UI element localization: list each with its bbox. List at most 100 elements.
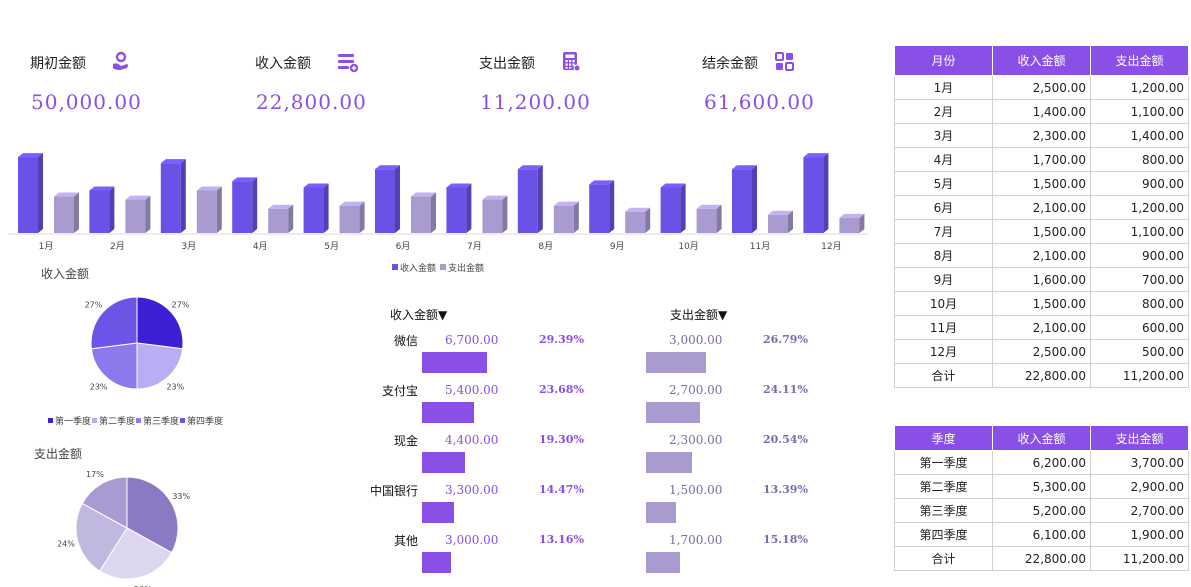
kpi-label: 收入金额 <box>255 56 311 72</box>
pie-value-label: 27% <box>172 301 190 310</box>
bar-income <box>232 177 258 233</box>
table-header: 收入金额 <box>992 45 1091 76</box>
table-cell: 2,500.00 <box>992 339 1091 364</box>
x-tick-label: 2月 <box>110 241 125 252</box>
table-cell: 5,200.00 <box>992 498 1091 523</box>
expense-channel-value: 2,700.00 <box>669 383 723 397</box>
income-channel-bar <box>422 552 452 573</box>
income-channel-bar <box>422 352 487 373</box>
table-cell: 合计 <box>894 546 993 571</box>
income-pie-chart: 27% 23% 23% 27% <box>85 296 190 392</box>
bar-income <box>732 165 757 233</box>
channel-name: 微信 <box>393 334 418 348</box>
table-cell: 3月 <box>894 123 993 148</box>
pie-value-label: 17% <box>86 470 104 479</box>
kpi-value: 11,200.00 <box>480 90 591 114</box>
table-cell: 2,700.00 <box>1090 498 1189 523</box>
table-cell: 1,400.00 <box>992 99 1091 124</box>
table-row: 2月 1,400.00 1,100.00 <box>894 99 1189 124</box>
income-channel-percent: 23.68% <box>539 383 584 396</box>
expense-channel-value: 3,000.00 <box>669 333 723 347</box>
table-cell: 9月 <box>894 267 993 292</box>
table-row: 第二季度 5,300.00 2,900.00 <box>894 474 1189 499</box>
bar-expense <box>553 201 579 233</box>
table-cell: 800.00 <box>1090 291 1189 316</box>
table-cell: 2,500.00 <box>992 75 1091 100</box>
x-tick-label: 6月 <box>396 241 411 252</box>
table-row: 4月 1,700.00 800.00 <box>894 147 1189 172</box>
monthly-table: 月份 收入金额 支出金额 1月 2,500.00 1,200.00 2月 1,400.0… <box>894 45 1189 388</box>
pie-value-label: 27% <box>85 301 103 310</box>
bar-expense <box>54 192 79 233</box>
expense-channel-bar <box>646 352 706 373</box>
kpi-label: 支出金额 <box>479 56 535 72</box>
legend-label: 第一季度 <box>55 417 92 427</box>
legend-swatch <box>92 418 98 423</box>
table-cell: 11,200.00 <box>1090 546 1189 571</box>
table-cell: 800.00 <box>1090 147 1189 172</box>
table-cell: 第二季度 <box>894 474 993 499</box>
table-cell: 1,600.00 <box>992 267 1091 292</box>
x-tick-label: 9月 <box>610 241 625 252</box>
bar-income <box>517 165 543 233</box>
expense-channel-percent: 15.18% <box>763 533 808 546</box>
table-row: 6月 2,100.00 1,200.00 <box>894 195 1189 220</box>
table-cell: 4月 <box>894 147 993 172</box>
income-channel-value: 5,400.00 <box>445 383 499 397</box>
table-row: 10月 1,500.00 800.00 <box>894 291 1189 316</box>
table-cell: 1,900.00 <box>1090 522 1189 547</box>
income-channel-value: 3,300.00 <box>445 483 499 497</box>
table-cell: 22,800.00 <box>992 546 1091 571</box>
table-row: 3月 2,300.00 1,400.00 <box>894 123 1189 148</box>
table-cell: 8月 <box>894 243 993 268</box>
income-pie-title: 收入金额 <box>41 267 90 281</box>
table-cell: 3,700.00 <box>1090 450 1189 475</box>
kpi-label: 结余金额 <box>702 56 758 72</box>
expense-pie-title: 支出金额 <box>34 447 83 461</box>
income-channel-percent: 19.30% <box>539 433 584 446</box>
bar-income <box>589 180 615 233</box>
legend-swatch <box>392 264 398 270</box>
income-channel-bar <box>422 452 465 473</box>
income-channel-percent: 29.39% <box>539 333 584 346</box>
table-row: 合计 22,800.00 11,200.00 <box>894 546 1189 571</box>
expense-channel-bar <box>646 452 692 473</box>
x-tick-label: 3月 <box>181 241 196 252</box>
bar-income <box>375 165 400 233</box>
expense-channel-percent: 26.79% <box>763 333 808 346</box>
kpi-label: 期初金额 <box>30 56 86 72</box>
legend-swatch <box>136 418 142 423</box>
table-cell: 1,500.00 <box>992 219 1091 244</box>
legend-swatch <box>180 418 186 423</box>
bar-income <box>303 183 329 233</box>
table-cell: 2,100.00 <box>992 315 1091 340</box>
pie-slice <box>136 296 184 350</box>
bar-income <box>18 153 43 233</box>
table-row: 5月 1,500.00 900.00 <box>894 171 1189 196</box>
income-channel-bar <box>422 502 454 523</box>
pie-slice <box>90 296 138 350</box>
legend-label: 第四季度 <box>187 417 224 427</box>
table-cell: 10月 <box>894 291 993 316</box>
table-cell: 6,100.00 <box>992 522 1091 547</box>
table-cell: 500.00 <box>1090 339 1189 364</box>
table-row: 8月 2,100.00 900.00 <box>894 243 1189 268</box>
table-row: 1月 2,500.00 1,200.00 <box>894 75 1189 100</box>
table-cell: 1,100.00 <box>1090 99 1189 124</box>
pie-value-label: 23% <box>166 383 184 392</box>
income-channel-bar <box>422 402 475 423</box>
table-cell: 1,200.00 <box>1090 75 1189 100</box>
table-cell: 1,100.00 <box>1090 219 1189 244</box>
legend-label: 第三季度 <box>143 417 180 427</box>
bar-income <box>446 183 472 233</box>
pie-slice <box>126 476 179 554</box>
calculator-icon <box>563 52 581 72</box>
table-cell: 1,500.00 <box>992 171 1091 196</box>
table-row: 第三季度 5,200.00 2,700.00 <box>894 498 1189 523</box>
x-tick-label: 1月 <box>39 241 54 252</box>
channel-name: 中国银行 <box>369 484 418 498</box>
legend-label: 支出金额 <box>448 262 484 274</box>
pie-slice <box>90 342 138 390</box>
pie-value-label: 33% <box>172 492 190 501</box>
table-cell: 1月 <box>894 75 993 100</box>
